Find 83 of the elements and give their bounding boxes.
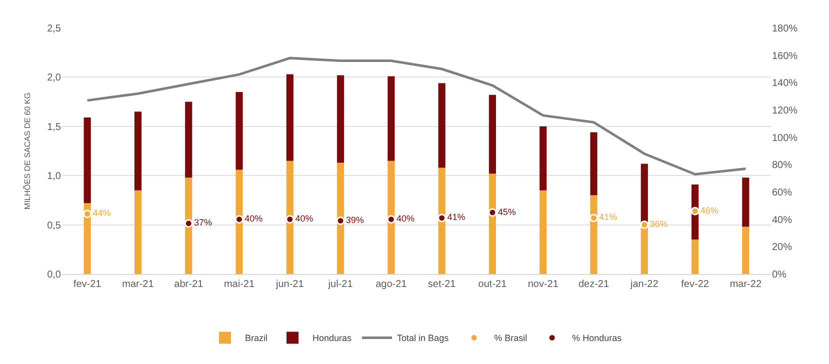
bar (438, 83, 446, 168)
bar (336, 75, 344, 163)
legend-label: Honduras (312, 333, 352, 344)
bar (540, 190, 547, 274)
bar (286, 160, 294, 274)
x-tick-label: dez-21 (578, 279, 610, 290)
legend-label: % Brasil (494, 333, 528, 344)
point (386, 215, 396, 224)
y-tick-label: 1,0 (47, 171, 62, 182)
legend-label: Brazil (245, 333, 268, 344)
data-label: 41% (599, 212, 618, 222)
point (83, 210, 92, 218)
y2-tick-label: 20% (772, 242, 792, 254)
legend-label: % Honduras (572, 333, 622, 344)
data-label: 36% (650, 219, 668, 230)
bar (742, 226, 750, 274)
data-label: 40% (244, 214, 263, 224)
bar (388, 160, 395, 274)
x-tick-label: mar-21 (122, 279, 154, 290)
x-tick-label: abr-21 (174, 279, 204, 290)
x-tick-label: fev-22 (681, 279, 710, 290)
legend-label: Total in Bags (397, 333, 450, 344)
data-label: 37% (194, 218, 212, 228)
bar (286, 74, 294, 161)
x-tick-label: out-21 (478, 279, 508, 290)
bar (134, 190, 142, 274)
bar (742, 178, 750, 227)
data-label: 41% (447, 212, 466, 222)
x-tick-label: jan-22 (629, 279, 659, 290)
bar (134, 112, 142, 190)
bar (488, 174, 496, 274)
point (590, 214, 598, 222)
bar (336, 162, 344, 274)
point (690, 206, 700, 216)
y-tick-label: 2,5 (47, 24, 62, 34)
data-label: 44% (92, 208, 111, 218)
point (235, 215, 244, 224)
bar (185, 178, 192, 274)
x-tick-label: set-21 (428, 279, 456, 290)
bar (236, 92, 243, 170)
y-tick-label: 0,5 (47, 220, 62, 232)
data-label: 39% (346, 214, 364, 225)
y2-tick-label: 80% (772, 160, 792, 172)
data-label: 40% (295, 214, 314, 224)
data-label: 45% (498, 206, 516, 217)
y2-tick-label: 180% (772, 24, 798, 34)
point (184, 219, 193, 228)
data-label: 46% (700, 205, 718, 216)
y2-tick-label: 160% (772, 50, 798, 62)
y-tick-label: 0,0 (47, 270, 62, 280)
y-tick-label: 1,5 (47, 122, 62, 133)
x-tick-label: jul-21 (327, 279, 354, 290)
y2-tick-label: 120% (772, 106, 798, 116)
y2-tick-label: 40% (772, 214, 792, 226)
bar (590, 132, 598, 196)
y2-tick-label: 0% (772, 270, 787, 280)
x-tick-label: nov-21 (528, 279, 559, 290)
y-axis-title: MILHÕES DE SACAS DE 60 KG (22, 92, 32, 210)
x-tick-label: jun-21 (274, 279, 304, 290)
point (286, 215, 294, 224)
bar (590, 195, 598, 274)
y2-tick-label: 100% (772, 132, 798, 144)
bar (691, 240, 699, 274)
point (438, 214, 446, 222)
x-tick-label: mai-21 (224, 279, 255, 290)
bar (438, 168, 446, 274)
bar (488, 94, 496, 174)
bar (236, 170, 243, 274)
bar (388, 76, 395, 161)
bar (84, 118, 91, 204)
x-tick-label: ago-21 (376, 279, 408, 290)
bar (540, 126, 547, 190)
point (488, 208, 497, 217)
bar (185, 102, 192, 178)
line-series (86, 56, 747, 176)
y2-tick-label: 140% (772, 78, 798, 90)
x-tick-label: fev-21 (73, 279, 102, 290)
data-label: 40% (396, 214, 415, 224)
x-tick-label: mar-22 (730, 279, 762, 290)
y2-tick-label: 60% (772, 188, 792, 198)
y-tick-label: 2,0 (47, 72, 62, 84)
point (640, 220, 649, 230)
point (336, 216, 345, 225)
